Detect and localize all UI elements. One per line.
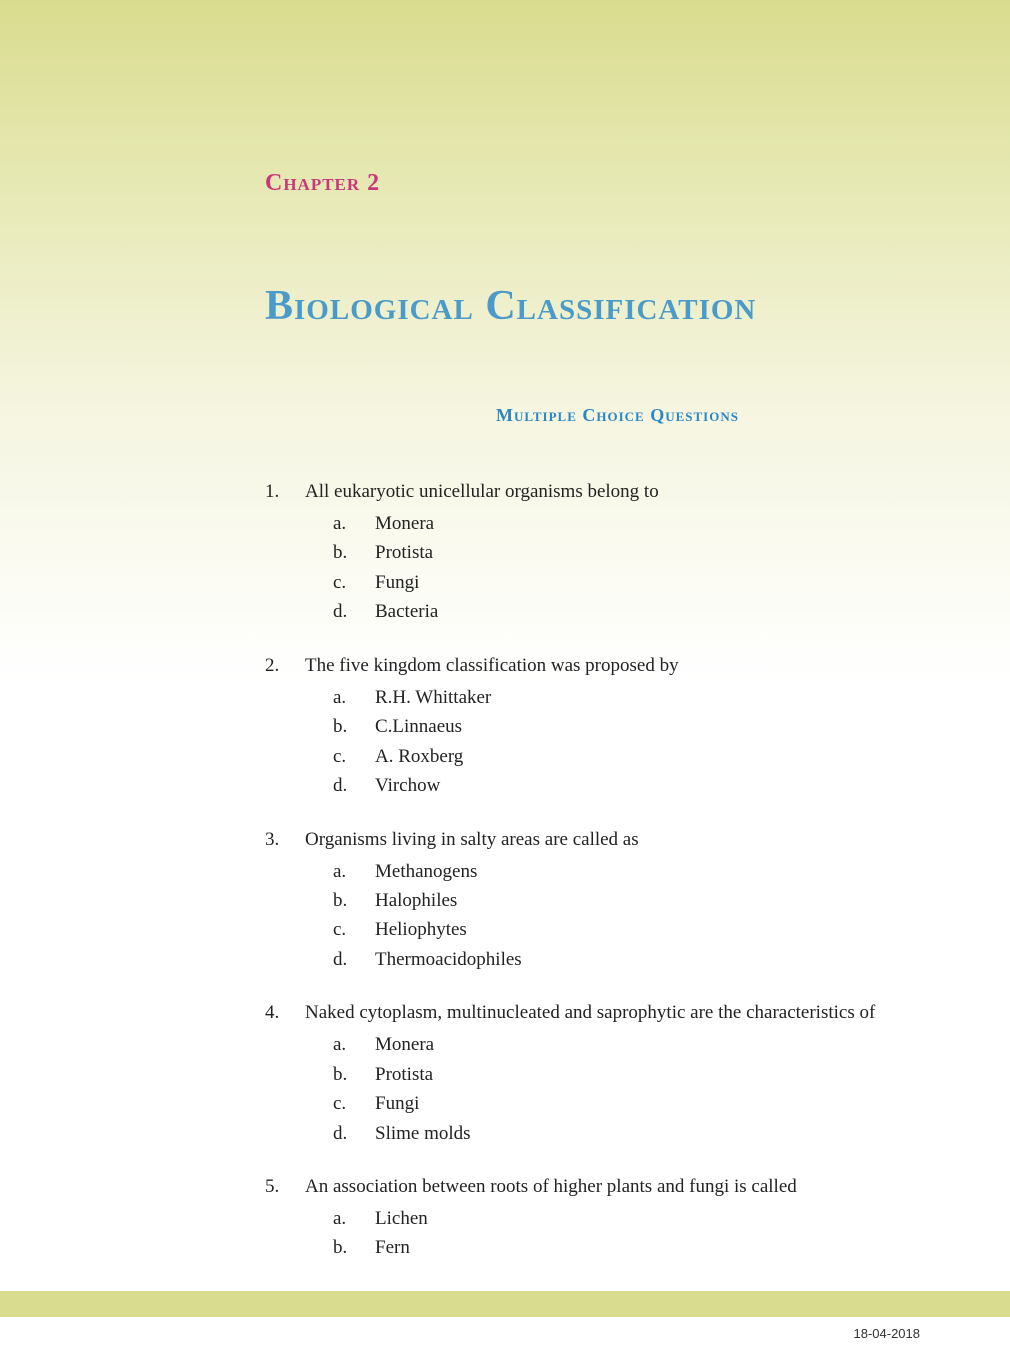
chapter-title: Biological Classification [265,282,930,330]
option-text: Slime molds [375,1119,471,1148]
question-text: Naked cytoplasm, multinucleated and sapr… [305,1002,930,1024]
option: a.Methanogens [305,857,930,886]
option-text: Halophiles [375,886,457,915]
option-text: Protista [375,1060,433,1089]
question-body: The five kingdom classification was prop… [305,655,930,801]
option: b.Halophiles [305,886,930,915]
page-content: Chapter 2 Biological Classification Mult… [0,0,1010,1263]
option-letter: c. [333,568,375,597]
option: c.Heliophytes [305,915,930,944]
option: d.Thermoacidophiles [305,945,930,974]
option-letter: a. [333,857,375,886]
option-text: A. Roxberg [375,742,463,771]
option-text: Monera [375,1030,434,1059]
option-letter: a. [333,1030,375,1059]
option-text: Monera [375,509,434,538]
question: 5.An association between roots of higher… [265,1176,930,1263]
option-letter: b. [333,886,375,915]
option: c.A. Roxberg [305,742,930,771]
option-letter: b. [333,538,375,567]
option-text: C.Linnaeus [375,712,462,741]
option-letter: d. [333,597,375,626]
question-number: 3. [265,829,305,975]
question-body: All eukaryotic unicellular organisms bel… [305,481,930,627]
option-letter: d. [333,771,375,800]
option: b.Protista [305,538,930,567]
question: 3.Organisms living in salty areas are ca… [265,829,930,975]
question-number: 1. [265,481,305,627]
option: d.Slime molds [305,1119,930,1148]
option: a.Monera [305,509,930,538]
option-text: Fungi [375,1089,419,1118]
option-letter: c. [333,742,375,771]
option-text: Thermoacidophiles [375,945,522,974]
option: b.Fern [305,1233,930,1262]
option-text: Fungi [375,568,419,597]
footer-bar [0,1291,1010,1317]
section-heading: Multiple Choice Questions [305,405,930,426]
option: b.Protista [305,1060,930,1089]
option-letter: b. [333,712,375,741]
question-number: 5. [265,1176,305,1263]
option-letter: d. [333,1119,375,1148]
option: d.Virchow [305,771,930,800]
question-body: Organisms living in salty areas are call… [305,829,930,975]
question: 4.Naked cytoplasm, multinucleated and sa… [265,1002,930,1148]
option: c.Fungi [305,568,930,597]
question: 2.The five kingdom classification was pr… [265,655,930,801]
option: a.Monera [305,1030,930,1059]
questions-list: 1.All eukaryotic unicellular organisms b… [265,481,930,1263]
question: 1.All eukaryotic unicellular organisms b… [265,481,930,627]
option-text: Bacteria [375,597,438,626]
question-number: 4. [265,1002,305,1148]
option-text: Virchow [375,771,440,800]
option-letter: c. [333,915,375,944]
option-text: Fern [375,1233,410,1262]
option-letter: c. [333,1089,375,1118]
option-letter: b. [333,1060,375,1089]
option-letter: d. [333,945,375,974]
option: a.Lichen [305,1204,930,1233]
question-text: The five kingdom classification was prop… [305,655,930,677]
footer-date: 18-04-2018 [854,1326,921,1341]
question-body: Naked cytoplasm, multinucleated and sapr… [305,1002,930,1148]
option-letter: a. [333,683,375,712]
question-text: All eukaryotic unicellular organisms bel… [305,481,930,503]
option-text: Protista [375,538,433,567]
option: a.R.H. Whittaker [305,683,930,712]
question-text: An association between roots of higher p… [305,1176,930,1198]
chapter-label: Chapter 2 [265,170,930,197]
question-number: 2. [265,655,305,801]
option-text: Heliophytes [375,915,467,944]
question-body: An association between roots of higher p… [305,1176,930,1263]
option-letter: a. [333,1204,375,1233]
option-text: Lichen [375,1204,428,1233]
option-letter: a. [333,509,375,538]
option: c.Fungi [305,1089,930,1118]
option-text: Methanogens [375,857,477,886]
option: b.C.Linnaeus [305,712,930,741]
question-text: Organisms living in salty areas are call… [305,829,930,851]
option: d.Bacteria [305,597,930,626]
option-text: R.H. Whittaker [375,683,491,712]
option-letter: b. [333,1233,375,1262]
